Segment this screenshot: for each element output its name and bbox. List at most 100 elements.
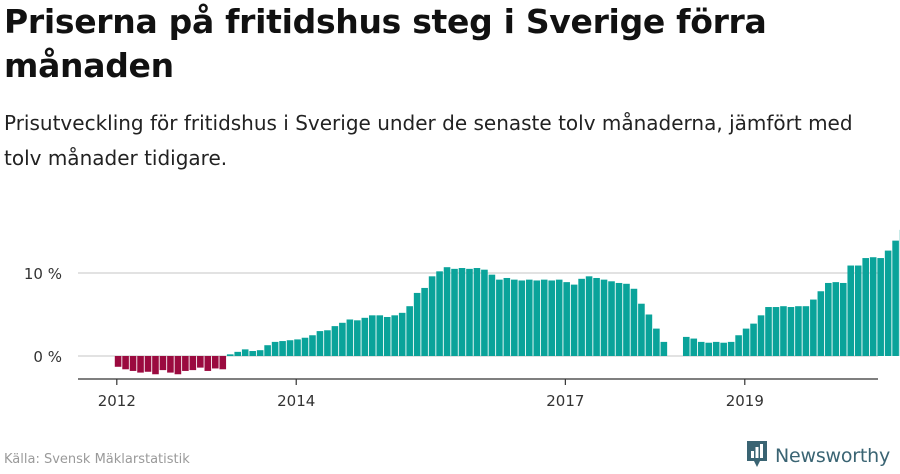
bar bbox=[757, 315, 765, 356]
bar bbox=[697, 341, 705, 356]
bar bbox=[301, 337, 309, 356]
bar bbox=[331, 326, 339, 356]
bar bbox=[279, 341, 286, 356]
bar bbox=[249, 351, 256, 356]
bar bbox=[555, 279, 563, 356]
bar bbox=[712, 341, 720, 356]
bar bbox=[630, 288, 638, 356]
bar bbox=[354, 320, 361, 356]
bar bbox=[623, 283, 630, 356]
bar bbox=[787, 307, 795, 356]
bar bbox=[795, 306, 802, 356]
bar bbox=[211, 356, 219, 369]
bar bbox=[204, 356, 212, 371]
x-tick-label: 2017 bbox=[546, 392, 584, 410]
bar bbox=[496, 279, 503, 356]
bar bbox=[585, 276, 593, 356]
bar bbox=[810, 299, 817, 356]
bar bbox=[226, 354, 234, 356]
bar bbox=[525, 279, 533, 356]
bar bbox=[413, 292, 421, 356]
bar bbox=[309, 335, 316, 356]
bar bbox=[705, 342, 713, 356]
brand-name: Newsworthy bbox=[775, 445, 891, 467]
y-tick-label: 0 % bbox=[33, 348, 62, 366]
bar bbox=[608, 281, 615, 356]
bar bbox=[727, 341, 735, 356]
x-tick-label: 2019 bbox=[726, 392, 764, 410]
bar bbox=[339, 322, 346, 356]
bar bbox=[750, 323, 757, 356]
bar bbox=[645, 314, 653, 356]
bar bbox=[503, 277, 511, 356]
bar bbox=[660, 341, 668, 356]
chart-subtitle: Prisutveckling för fritidshus i Sverige … bbox=[4, 111, 853, 170]
bar bbox=[862, 258, 869, 356]
bar bbox=[241, 349, 249, 356]
bar bbox=[436, 271, 443, 356]
bar bbox=[892, 240, 899, 356]
bar bbox=[578, 278, 585, 356]
bar bbox=[638, 303, 645, 356]
bar bbox=[802, 306, 810, 356]
bar bbox=[376, 315, 384, 356]
bar-series bbox=[114, 229, 900, 375]
bar bbox=[152, 356, 159, 375]
bar bbox=[391, 315, 399, 356]
newsworthy-brand[interactable]: Newsworthy bbox=[745, 441, 890, 471]
x-tick-label: 2012 bbox=[98, 392, 136, 410]
bar bbox=[159, 356, 167, 371]
bar bbox=[563, 282, 570, 356]
bar bbox=[466, 268, 473, 356]
bar bbox=[361, 317, 369, 356]
y-tick-label: 10 % bbox=[24, 265, 62, 283]
bar bbox=[137, 356, 144, 373]
bar bbox=[682, 336, 690, 356]
bar bbox=[286, 340, 294, 356]
bar bbox=[256, 350, 264, 356]
bar bbox=[600, 279, 608, 356]
bar bbox=[854, 265, 862, 356]
bar bbox=[615, 282, 623, 356]
bar bbox=[847, 265, 855, 356]
bar bbox=[421, 287, 428, 356]
bar bbox=[772, 307, 780, 356]
newsworthy-logo-icon bbox=[745, 439, 769, 473]
bar bbox=[443, 267, 451, 356]
bar bbox=[219, 356, 227, 370]
bar bbox=[653, 328, 660, 356]
bar bbox=[473, 268, 481, 356]
bar bbox=[839, 282, 847, 356]
bar bbox=[720, 342, 727, 356]
x-axis bbox=[78, 378, 878, 385]
bar bbox=[481, 269, 488, 356]
bar bbox=[548, 280, 556, 356]
bar bbox=[316, 331, 324, 356]
bar bbox=[593, 277, 600, 356]
bar bbox=[114, 356, 122, 367]
bar bbox=[406, 306, 413, 356]
bar bbox=[428, 276, 436, 356]
bar bbox=[735, 335, 742, 356]
x-tick-label: 2014 bbox=[277, 392, 315, 410]
bar bbox=[825, 282, 832, 356]
source-credit: Källa: Svensk Mäklarstatistik bbox=[4, 452, 190, 467]
bar bbox=[832, 282, 840, 356]
bar bbox=[324, 330, 331, 356]
bar bbox=[182, 356, 189, 371]
bar bbox=[174, 356, 182, 375]
bar bbox=[742, 328, 750, 356]
bar bbox=[540, 279, 548, 356]
bar bbox=[511, 279, 518, 356]
bar bbox=[488, 274, 496, 356]
bar bbox=[167, 356, 174, 373]
bar bbox=[398, 312, 406, 356]
bar bbox=[129, 356, 137, 371]
bar bbox=[271, 341, 279, 356]
bar bbox=[884, 250, 892, 356]
bar bbox=[144, 356, 152, 372]
bar bbox=[451, 268, 458, 356]
bar bbox=[197, 356, 204, 368]
bar bbox=[518, 280, 526, 356]
bar bbox=[122, 356, 129, 370]
